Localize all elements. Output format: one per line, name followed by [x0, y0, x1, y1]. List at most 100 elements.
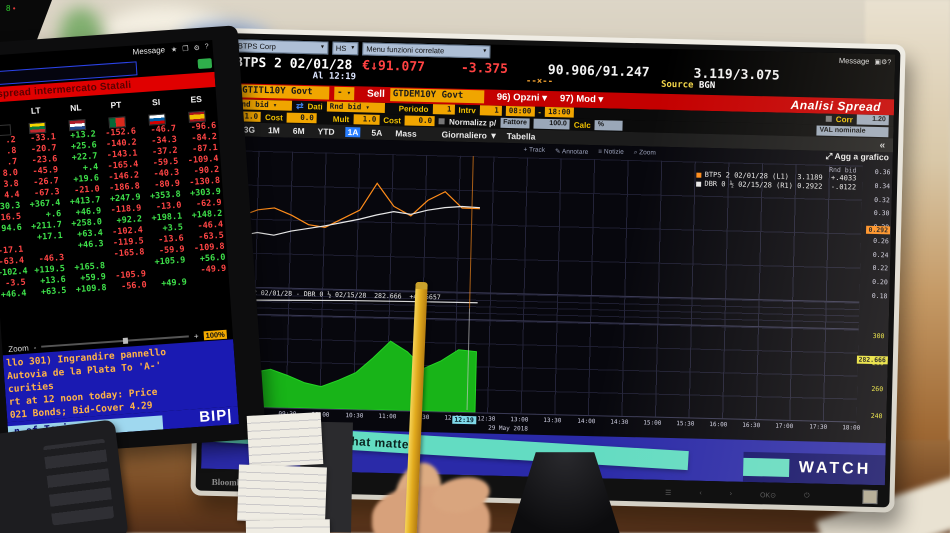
- country-column-header: ES: [190, 93, 203, 105]
- security-change: -3.375: [460, 60, 509, 77]
- add-to-chart-button[interactable]: ⤢ Agg a grafico: [825, 150, 889, 163]
- right-axis-tick: 0.22: [872, 264, 889, 273]
- spread-axis-tick: 300: [872, 331, 885, 341]
- val-dropdown[interactable]: VAL nominale: [816, 125, 889, 138]
- zoom-in-button[interactable]: +: [193, 331, 199, 341]
- end-time-input[interactable]: 18:00: [544, 107, 574, 119]
- right-axis-tick: 0.30: [873, 209, 890, 218]
- buy-security-input[interactable]: GTITL10Y Govt: [239, 84, 330, 100]
- start-time-input[interactable]: 08:00: [505, 106, 535, 118]
- mult-input-2[interactable]: 1.0: [353, 114, 380, 126]
- tabella-button[interactable]: Tabella: [506, 131, 536, 142]
- frequency-dropdown[interactable]: Giornaliero ▼: [441, 129, 498, 141]
- chart-tool-button[interactable]: + Track: [523, 146, 546, 154]
- mod-menu-item[interactable]: 97) Mod ▾: [559, 93, 604, 106]
- range-tab[interactable]: 5A: [371, 127, 383, 139]
- right-axis-tick: 0.20: [872, 278, 888, 287]
- time-tick: 10:30: [344, 412, 364, 420]
- time-tick: 14:30: [609, 418, 629, 427]
- message-link[interactable]: Message: [838, 56, 870, 67]
- corr-checkbox[interactable]: [825, 116, 832, 123]
- message-link[interactable]: Message: [132, 45, 166, 57]
- chat-icon[interactable]: [197, 57, 213, 69]
- phone-keypad: [42, 438, 115, 526]
- time-dash: -: [538, 107, 542, 117]
- corner-screen-value: 8: [6, 4, 11, 13]
- source-value: BGN: [698, 80, 716, 91]
- bezel-button[interactable]: OK⊙: [759, 492, 777, 500]
- buy-side-dropdown[interactable]: -: [333, 87, 355, 101]
- source-label: Source: [660, 79, 694, 91]
- right-axis-tick: 0.34: [874, 181, 891, 191]
- cost-input[interactable]: 0.0: [286, 112, 317, 124]
- sticky-note: [246, 412, 324, 468]
- calc-dropdown[interactable]: %: [594, 120, 623, 132]
- intrv-input[interactable]: 1: [479, 105, 502, 117]
- right-axis-highlight: 0.292: [866, 225, 891, 235]
- cursor-time-badge: 12:19: [452, 415, 476, 425]
- menubar-icons: ★ ❐ ⚙?: [171, 43, 209, 54]
- rnd-bid-dropdown-2[interactable]: Rnd bid: [326, 102, 385, 114]
- related-functions-dropdown[interactable]: Menu funzioni correlate ▾: [362, 42, 491, 59]
- time-tick: 15:30: [676, 420, 695, 428]
- chart-tool-button[interactable]: ✎ Annotare: [554, 148, 589, 156]
- range-tab[interactable]: 1M: [267, 125, 280, 136]
- spread-chart[interactable]: ⤢ Agg a grafico + Track ✎ Annotare ≡ Notiz…: [202, 135, 893, 444]
- security-dropdown[interactable]: BTPS Corp ▾: [233, 39, 329, 55]
- range-tab[interactable]: YTD: [317, 126, 335, 137]
- collapse-button[interactable]: «: [879, 139, 886, 151]
- cost-input-2[interactable]: 0.0: [404, 115, 436, 127]
- watch-logo-square: [742, 457, 789, 477]
- spread-axis-tick: 240: [870, 411, 883, 421]
- corr-label: Corr: [835, 114, 853, 125]
- sticky-note: [237, 464, 327, 524]
- normalizz-checkbox[interactable]: [438, 118, 446, 125]
- time-tick: 13:00: [510, 416, 529, 424]
- cost-label: Cost: [264, 112, 283, 123]
- bezel-button[interactable]: ⏻: [803, 492, 810, 500]
- calc-label: Calc: [573, 120, 591, 130]
- right-axis-tick: 0.36: [874, 167, 891, 177]
- swap-icon[interactable]: ⇄: [295, 100, 304, 111]
- right-axis-tick: 0.26: [873, 236, 889, 246]
- chart-tool-button[interactable]: ⌕ Zoom: [633, 149, 656, 157]
- bid-ask: 90.906/91.247: [547, 62, 650, 81]
- range-tab[interactable]: Mass: [395, 128, 417, 139]
- sell-security-input[interactable]: GTDEM10Y Govt: [389, 88, 484, 104]
- zoom-out-button[interactable]: -: [33, 342, 37, 352]
- corr-value[interactable]: 1.20: [856, 114, 889, 126]
- energy-sticker: [862, 489, 878, 505]
- pencil-tip: [415, 281, 428, 290]
- bezel-button[interactable]: ☰: [664, 489, 672, 498]
- chart-tool-button[interactable]: ≡ Notizie: [598, 148, 624, 156]
- toolbar-icons: ▣⚙?: [874, 57, 891, 66]
- hs-dropdown[interactable]: HS ▾: [331, 41, 359, 56]
- desk-phone: [0, 419, 129, 533]
- spread-axis-highlight: 282.666: [856, 355, 888, 365]
- fattore-dropdown[interactable]: Fattore: [500, 118, 530, 129]
- menubar-icon[interactable]: ❐: [182, 45, 189, 53]
- btps-series-marker-icon: [696, 172, 702, 178]
- corner-screen-dot: •: [12, 4, 16, 13]
- spread-matrix: .2 -33.1 +13.2 -152.6 -46.7 -96.6.8 -20.7 +25.6…: [0, 121, 229, 302]
- security-name: BTPS 2 02/01/28: [234, 54, 353, 73]
- country-column-header: NL: [69, 101, 82, 113]
- periodo-input[interactable]: 1: [432, 104, 455, 116]
- country-column-header: PT: [110, 99, 122, 110]
- range-tab[interactable]: 1A: [345, 127, 361, 138]
- mid-marker: --×--: [525, 76, 554, 87]
- security-price: €↓91.077: [362, 58, 426, 75]
- axis-date: 29 May 2018: [488, 424, 528, 433]
- bezel-button[interactable]: ›: [729, 490, 733, 498]
- bezel-button[interactable]: ‹: [699, 489, 702, 497]
- options-menu-item[interactable]: 96) Opzni ▾: [496, 91, 548, 105]
- toolbar-icon[interactable]: ?: [887, 59, 892, 67]
- fattore-value[interactable]: 100.0: [533, 118, 570, 130]
- bezel-buttons: ☰ ‹ › OK⊙ ⏻: [665, 489, 810, 501]
- menubar-icon[interactable]: ★: [170, 45, 178, 54]
- dati-label-2: Dati: [307, 102, 323, 112]
- range-tab[interactable]: 6M: [292, 125, 305, 137]
- menubar-icon[interactable]: ?: [204, 42, 209, 51]
- menubar-icon[interactable]: ⚙: [193, 44, 201, 52]
- time-tick: 13:30: [543, 416, 562, 425]
